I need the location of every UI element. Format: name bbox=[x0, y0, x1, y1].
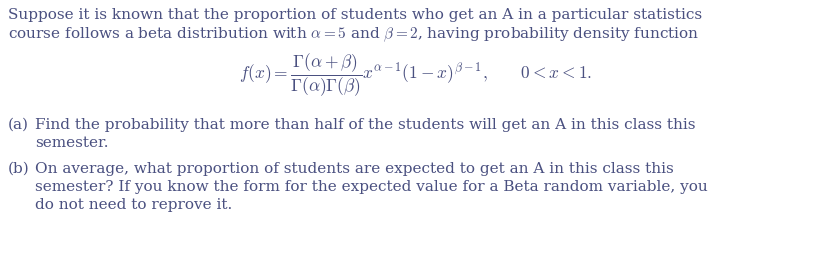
Text: semester.: semester. bbox=[35, 135, 108, 149]
Text: (b): (b) bbox=[8, 161, 30, 175]
Text: (a): (a) bbox=[8, 118, 29, 132]
Text: On average, what proportion of students are expected to get an A in this class t: On average, what proportion of students … bbox=[35, 161, 674, 175]
Text: do not need to reprove it.: do not need to reprove it. bbox=[35, 197, 232, 211]
Text: $f(x) = \dfrac{\Gamma(\alpha+\beta)}{\Gamma(\alpha)\Gamma(\beta)}x^{\alpha-1}(1-: $f(x) = \dfrac{\Gamma(\alpha+\beta)}{\Ga… bbox=[240, 52, 592, 99]
Text: semester? If you know the form for the expected value for a Beta random variable: semester? If you know the form for the e… bbox=[35, 179, 708, 193]
Text: Find the probability that more than half of the students will get an A in this c: Find the probability that more than half… bbox=[35, 118, 696, 132]
Text: Suppose it is known that the proportion of students who get an A in a particular: Suppose it is known that the proportion … bbox=[8, 8, 702, 22]
Text: course follows a beta distribution with $\alpha = 5$ and $\beta = 2$, having pro: course follows a beta distribution with … bbox=[8, 26, 699, 44]
